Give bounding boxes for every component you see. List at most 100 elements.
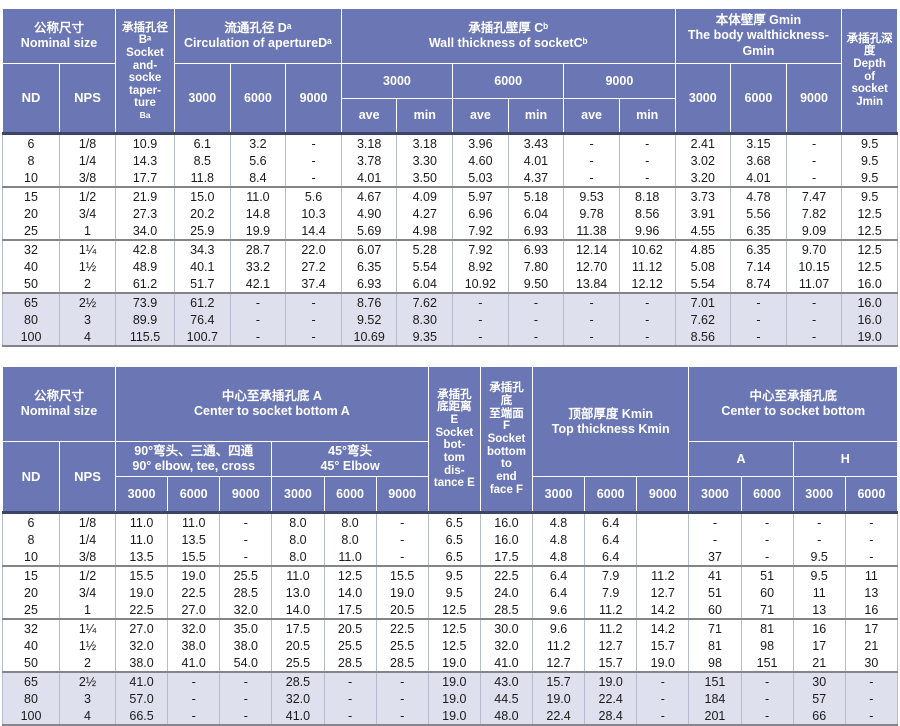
table-cell: 15.5 xyxy=(167,548,221,567)
table-cell: 3.02 xyxy=(674,152,732,170)
table-cell: 3.30 xyxy=(396,152,454,170)
table-cell: 4.01 xyxy=(340,169,398,188)
table-cell: 25.5 xyxy=(271,654,325,673)
table-cell: - xyxy=(452,292,509,312)
table-cell: 9.5 xyxy=(427,565,481,585)
table-cell: 11.2 xyxy=(532,637,586,655)
table-cell: 61.2 xyxy=(174,292,231,312)
table-cell: 25 xyxy=(2,601,60,620)
table-cell: 5.6 xyxy=(285,186,342,206)
table-cell: 100 xyxy=(2,328,60,347)
table-cell: 7.14 xyxy=(730,258,787,276)
table-cell: 60 xyxy=(740,584,794,602)
socket-dimensions-table-header: 公称尺寸 Nominal size 承插孔径 Bᵃ Socket and- so… xyxy=(1,7,898,135)
table-cell: - xyxy=(167,671,221,691)
table-cell: - xyxy=(785,292,843,312)
table-cell: 6.04 xyxy=(507,205,565,223)
table-row: 50 2 38.0 41.0 54.0 25.5 28.5 28.5 19.0 41.0 12.7 1… xyxy=(2,654,899,673)
table-cell: 20 xyxy=(2,584,60,602)
header-socket-depth: 承插孔深度 Depth of socket Jmin xyxy=(841,7,898,135)
table-cell: 44.5 xyxy=(479,690,534,708)
table-cell: - xyxy=(740,531,794,549)
table-cell: - xyxy=(740,548,794,567)
table-cell: 15.7 xyxy=(636,637,690,655)
header-center-to-socket-bottom: 中心至承插孔底 Center to socket bottom xyxy=(688,366,898,443)
table-cell: 17.5 xyxy=(479,548,534,567)
table-cell: 6.35 xyxy=(730,222,787,241)
table-cell: 50 xyxy=(2,275,60,294)
header-a-group: A xyxy=(688,441,794,478)
header-ave: ave xyxy=(452,98,509,135)
table-cell: - xyxy=(618,169,676,188)
table-cell: 51.7 xyxy=(174,275,231,294)
header-wall-thickness: 承插孔壁厚 Cᵇ Wall thickness of socketCᵇ xyxy=(340,8,676,64)
header-45-6000: 6000 xyxy=(323,476,377,514)
table-cell: - xyxy=(844,671,899,691)
table-cell: 25.5 xyxy=(219,565,273,585)
table-cell: 8.0 xyxy=(323,512,377,532)
table-cell: 2½ xyxy=(58,292,117,312)
header-k-3000: 3000 xyxy=(532,476,586,514)
table-cell: 4.85 xyxy=(674,239,732,259)
table-cell: 17.5 xyxy=(323,601,377,620)
table-cell: 100.7 xyxy=(174,328,231,347)
table-cell: - xyxy=(844,548,899,567)
table-cell: - xyxy=(636,671,690,691)
table-cell: 12.5 xyxy=(323,565,377,585)
table-row: 25 1 34.0 25.9 19.9 14.4 5.69 4.98 7.92 6.93 11.38… xyxy=(2,222,898,241)
table-cell: 4.90 xyxy=(340,205,398,223)
table-cell: 16.0 xyxy=(479,531,534,549)
header-90-9000: 9000 xyxy=(219,476,273,514)
table-cell: 22.5 xyxy=(167,584,221,602)
table-cell: 19.9 xyxy=(229,222,287,241)
table-cell: 9.53 xyxy=(563,186,620,206)
table-cell: 11.2 xyxy=(584,618,638,638)
table-cell: 19.0 xyxy=(427,654,481,673)
table-cell: - xyxy=(563,328,620,347)
table-cell: 6.4 xyxy=(584,548,638,567)
table-cell: 41.0 xyxy=(479,654,534,673)
table-cell: 7.92 xyxy=(452,222,509,241)
table-cell: 9.5 xyxy=(792,548,846,567)
table-cell: 32.0 xyxy=(219,601,273,620)
header-g-6000: 6000 xyxy=(730,62,787,135)
table-cell: 19.0 xyxy=(115,584,169,602)
table-cell: 71 xyxy=(688,618,742,638)
table-cell: 6.96 xyxy=(452,205,509,223)
table-cell: 7.92 xyxy=(452,239,509,259)
table-cell: 15.0 xyxy=(174,186,231,206)
table-cell: - xyxy=(636,690,690,708)
table-cell: 6 xyxy=(2,512,60,532)
table-cell: - xyxy=(792,512,846,532)
table-cell: - xyxy=(563,133,620,153)
table-cell: 7.62 xyxy=(674,311,732,329)
table-cell: 3.18 xyxy=(340,133,398,153)
table-cell: - xyxy=(375,690,429,708)
table-cell: 12.5 xyxy=(841,239,898,259)
table-cell: 4.8 xyxy=(532,548,586,567)
header-ave: ave xyxy=(340,98,398,135)
table-cell: 11.2 xyxy=(636,565,690,585)
table-cell: - xyxy=(618,152,676,170)
table-cell: - xyxy=(785,169,843,188)
table-cell: 16 xyxy=(792,618,846,638)
table-row: 32 1¼ 27.0 32.0 35.0 17.5 20.5 22.5 12.5 30.0 9.6 1… xyxy=(2,618,899,638)
table-cell: 50 xyxy=(2,654,60,673)
table-cell: 10.15 xyxy=(785,258,843,276)
table-cell xyxy=(636,531,690,549)
table-cell: 1/8 xyxy=(58,512,117,532)
header-a-6000: 6000 xyxy=(740,476,794,514)
table-cell: 2.41 xyxy=(674,133,732,153)
table-cell: 10.9 xyxy=(115,133,176,153)
table-cell: 22.5 xyxy=(375,618,429,638)
table-cell: 32.0 xyxy=(167,618,221,638)
table-cell: 11.38 xyxy=(563,222,620,241)
table-cell: 4.60 xyxy=(452,152,509,170)
table-cell: 6.35 xyxy=(730,239,787,259)
table-cell: - xyxy=(563,169,620,188)
table-cell: - xyxy=(740,512,794,532)
table-cell: 6.5 xyxy=(427,548,481,567)
table-cell: 71 xyxy=(740,601,794,620)
table-cell: 25 xyxy=(2,222,60,241)
table-cell: 1 xyxy=(58,222,117,241)
